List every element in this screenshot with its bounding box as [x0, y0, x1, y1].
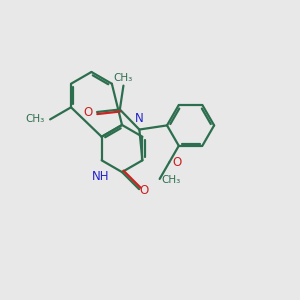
Text: N: N: [135, 112, 144, 125]
Text: CH₃: CH₃: [26, 114, 45, 124]
Text: NH: NH: [92, 170, 109, 183]
Text: O: O: [83, 106, 93, 118]
Text: CH₃: CH₃: [114, 73, 133, 83]
Text: O: O: [173, 156, 182, 169]
Text: CH₃: CH₃: [161, 176, 180, 185]
Text: O: O: [140, 184, 149, 197]
